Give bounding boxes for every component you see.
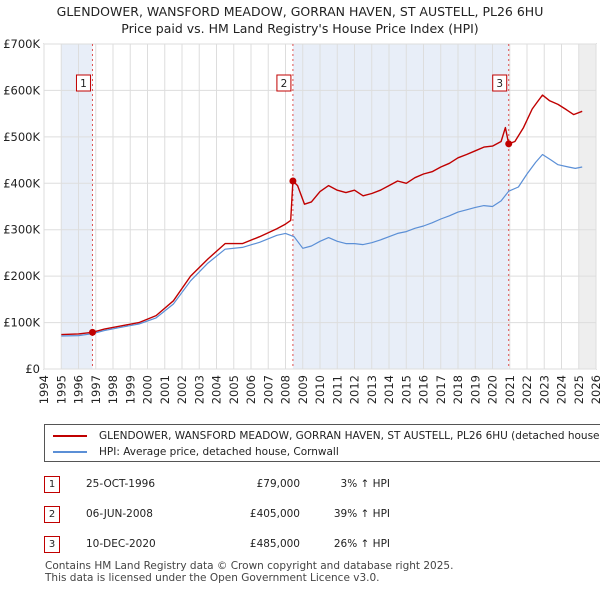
chart-title: GLENDOWER, WANSFORD MEADOW, GORRAN HAVEN… [0, 3, 600, 37]
x-tick-label: 2007 [261, 375, 275, 404]
sale-badge-label-3: 3 [496, 78, 503, 90]
x-tick-label: 2002 [175, 375, 189, 404]
sale-hpi-change: 26% ↑ HPI [333, 538, 390, 550]
sale-number-badge: 1 [44, 476, 60, 493]
shade-sale-2-to-3 [292, 44, 509, 369]
x-tick-label: 2011 [330, 375, 344, 404]
x-tick-label: 2009 [296, 375, 310, 404]
sale-badge-2 [276, 74, 292, 92]
footer-licence: This data is licensed under the Open Gov… [45, 572, 380, 584]
sale-row: 1 25-OCT-1996 £79,000 3% ↑ HPI [40, 476, 600, 496]
legend-label-hpi: HPI: Average price, detached house, Corn… [99, 446, 339, 458]
footer: Contains HM Land Registry data © Crown c… [45, 560, 453, 584]
legend: GLENDOWER, WANSFORD MEADOW, GORRAN HAVEN… [44, 424, 600, 462]
sale-row: 3 10-DEC-2020 £485,000 26% ↑ HPI [40, 536, 600, 556]
x-tick-label: 1996 [72, 375, 86, 404]
x-tick-label: 2024 [555, 375, 569, 404]
x-tick-label: 2018 [451, 375, 465, 404]
shade-future [578, 44, 596, 369]
y-tick-label: £200K [3, 269, 40, 283]
sale-price: £485,000 [249, 538, 300, 550]
y-tick-label: £600K [3, 83, 40, 97]
x-tick-label: 2015 [399, 375, 413, 404]
sale-point-1 [88, 328, 96, 336]
x-tick-label: 2006 [244, 375, 258, 404]
y-tick-label: £400K [3, 176, 40, 190]
y-tick-label: £100K [3, 316, 40, 330]
x-tick-label: 2008 [279, 375, 293, 404]
chart-title-line2: Price paid vs. HM Land Registry's House … [121, 21, 479, 36]
y-tick-label: £500K [3, 130, 40, 144]
sale-number-badge: 3 [44, 536, 60, 553]
price-chart: 1 2 3 £0 £100K £200K £300K £400K £500K £600K £700… [3, 37, 600, 404]
legend-item-hpi: HPI: Average price, detached house, Corn… [53, 446, 600, 462]
sale-point-3 [505, 140, 513, 148]
x-tick-label: 2025 [572, 375, 586, 404]
hpi-line [61, 153, 583, 337]
x-tick-label: 1998 [106, 375, 120, 404]
sale-hpi-change: 3% ↑ HPI [340, 478, 390, 490]
sale-price: £405,000 [249, 508, 300, 520]
x-tick-label: 2003 [192, 375, 206, 404]
shade-pre-sale-1 [61, 44, 93, 369]
x-tick-label: 2019 [468, 375, 482, 404]
property-price-line [61, 94, 583, 336]
sale-badge-label-1: 1 [80, 78, 87, 90]
sale-price: £79,000 [256, 478, 300, 490]
sale-number-badge: 2 [44, 506, 60, 523]
x-tick-label: 2016 [417, 375, 431, 404]
x-tick-label: 2005 [227, 375, 241, 404]
x-tick-label: 2022 [520, 375, 534, 404]
x-tick-label: 2010 [313, 375, 327, 404]
sale-point-2 [289, 177, 297, 185]
sale-row: 2 06-JUN-2008 £405,000 39% ↑ HPI [40, 506, 600, 526]
x-tick-label: 2012 [348, 375, 362, 404]
x-tick-label: 2017 [434, 375, 448, 404]
chart-title-line1: GLENDOWER, WANSFORD MEADOW, GORRAN HAVEN… [56, 4, 544, 19]
legend-swatch-hpi [53, 451, 87, 453]
x-tick-label: 2000 [141, 375, 155, 404]
x-tick-label: 1994 [37, 375, 51, 404]
x-tick-label: 1997 [89, 375, 103, 404]
footer-copyright: Contains HM Land Registry data © Crown c… [45, 560, 454, 572]
sale-hpi-change: 39% ↑ HPI [333, 508, 390, 520]
sale-badge-3 [492, 74, 508, 92]
sale-badge-1 [75, 74, 91, 92]
sale-badge-label-2: 2 [281, 78, 288, 90]
sale-date: 06-JUN-2008 [86, 508, 153, 520]
x-tick-label: 2014 [382, 375, 396, 404]
x-tick-label: 2023 [537, 375, 551, 404]
legend-swatch-property [53, 435, 87, 437]
x-tick-label: 1995 [54, 375, 68, 404]
x-tick-label: 2013 [365, 375, 379, 404]
y-tick-label: £700K [3, 37, 40, 51]
x-tick-label: 2021 [503, 375, 517, 404]
y-tick-label: £300K [3, 223, 40, 237]
x-tick-label: 1999 [123, 375, 137, 404]
sale-date: 10-DEC-2020 [86, 538, 156, 550]
y-tick-label: £0 [25, 362, 40, 376]
legend-item-property: GLENDOWER, WANSFORD MEADOW, GORRAN HAVEN… [53, 430, 600, 446]
x-tick-label: 2004 [210, 375, 224, 404]
x-tick-label: 2020 [486, 375, 500, 404]
x-tick-label: 2026 [589, 375, 600, 404]
sale-date: 25-OCT-1996 [86, 478, 155, 490]
x-tick-label: 2001 [158, 375, 172, 404]
legend-label-property: GLENDOWER, WANSFORD MEADOW, GORRAN HAVEN… [99, 430, 600, 442]
